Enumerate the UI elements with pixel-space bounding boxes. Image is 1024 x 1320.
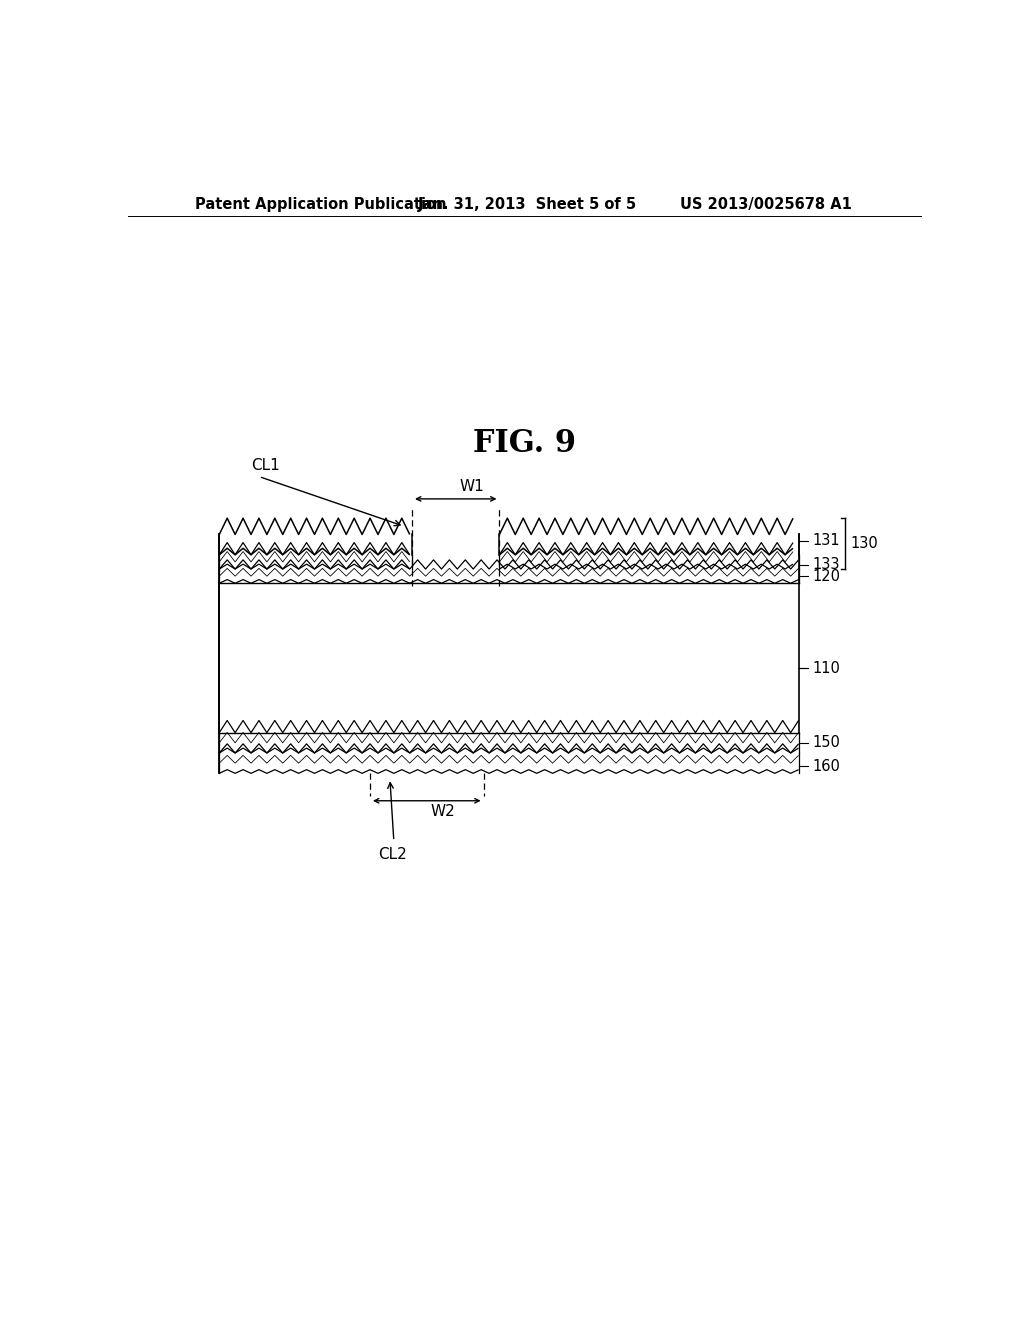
Text: 150: 150 [812, 735, 840, 750]
Text: 120: 120 [812, 569, 840, 583]
Text: Jan. 31, 2013  Sheet 5 of 5: Jan. 31, 2013 Sheet 5 of 5 [418, 197, 637, 213]
Text: W2: W2 [431, 804, 456, 818]
Text: US 2013/0025678 A1: US 2013/0025678 A1 [680, 197, 851, 213]
Text: FIG. 9: FIG. 9 [473, 428, 577, 459]
Text: CL2: CL2 [378, 846, 407, 862]
Text: 110: 110 [812, 660, 840, 676]
Text: Patent Application Publication: Patent Application Publication [196, 197, 446, 213]
Text: 131: 131 [812, 533, 840, 548]
Text: 133: 133 [812, 557, 840, 573]
Text: W1: W1 [460, 479, 484, 494]
Text: CL1: CL1 [251, 458, 280, 474]
Text: 160: 160 [812, 759, 840, 774]
Text: 130: 130 [850, 536, 878, 552]
